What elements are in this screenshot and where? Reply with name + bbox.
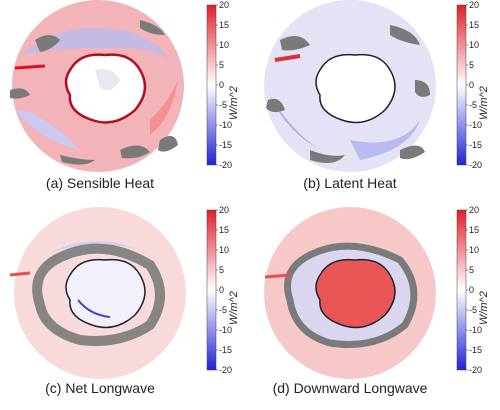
colorbar-tick-label: 5: [469, 265, 474, 275]
colorbar-tick-label: 15: [219, 225, 229, 235]
colorbar-tick-label: -10: [469, 120, 482, 130]
colorbar-tick-label: 0: [219, 285, 224, 295]
colorbar-a: 20 15 10 5 0 -5 -10 -15 -20: [206, 0, 232, 170]
colorbar-tick-label: 10: [219, 245, 229, 255]
caption-a: (a) Sensible Heat: [45, 175, 155, 191]
colorbar-tick-label: 10: [469, 40, 479, 50]
colorbar-tick-label: 10: [469, 245, 479, 255]
colorbar-tick-label: -15: [219, 345, 232, 355]
colorbar-tick-label: 5: [219, 60, 224, 70]
colorbar-tick-label: 5: [469, 60, 474, 70]
colorbar-tick-label: 20: [469, 0, 479, 10]
colorbar-tick-label: 15: [469, 225, 479, 235]
colorbar-tick-label: -10: [219, 325, 232, 335]
panel-net-longwave: (c) Net Longwave 20 15 10 5 0 -5 -10 -15 -20 W/m…: [0, 205, 250, 410]
panel-latent-heat: (b) Latent Heat 20 15 10 5 0 -5 -10 -15 -20 W/m^…: [250, 0, 500, 205]
colorbar-tick-label: 0: [469, 80, 474, 90]
colorbar-b: 20 15 10 5 0 -5 -10 -15 -20: [456, 0, 482, 170]
colorbar-tick-label: -15: [469, 140, 482, 150]
colorbar-tick-label: -15: [469, 345, 482, 355]
colorbar-tick-label: -20: [219, 160, 232, 170]
units-d: W/m^2: [478, 291, 490, 325]
colorbar-tick-label: 0: [469, 285, 474, 295]
colorbar-tick-label: 20: [219, 0, 229, 10]
colorbar-d: 20 15 10 5 0 -5 -10 -15 -20: [456, 205, 482, 375]
downward-longwave-map: [264, 207, 436, 379]
units-a: W/m^2: [228, 86, 240, 120]
units-c: W/m^2: [228, 291, 240, 325]
colorbar-tick-label: -10: [219, 120, 232, 130]
colorbar-tick-label: -5: [219, 305, 227, 315]
colorbar-tick-label: -15: [219, 140, 232, 150]
colorbar-tick-label: -20: [469, 365, 482, 375]
colorbar-tick-label: 15: [219, 20, 229, 30]
colorbar-tick-label: -5: [219, 100, 227, 110]
caption-b: (b) Latent Heat: [303, 175, 397, 191]
net-longwave-map: [9, 207, 186, 379]
units-b: W/m^2: [478, 86, 490, 120]
caption-d: (d) Downward Longwave: [272, 380, 428, 396]
colorbar-tick-label: -10: [469, 325, 482, 335]
colorbar-tick-label: -20: [469, 160, 482, 170]
colorbar-tick-label: 5: [219, 265, 224, 275]
panel-sensible-heat: (a) Sensible Heat 20 15 10 5 0 -5 -10 -15 -20 W/…: [0, 0, 250, 205]
colorbar-tick-label: 0: [219, 80, 224, 90]
colorbar-tick-label: -5: [469, 100, 477, 110]
colorbar-tick-label: 15: [469, 20, 479, 30]
panel-downward-longwave: (d) Downward Longwave 20 15 10 5 0 -5 -10 -15 -2…: [250, 205, 500, 410]
colorbar-c: 20 15 10 5 0 -5 -10 -15 -20: [206, 205, 232, 375]
colorbar-tick-label: -20: [219, 365, 232, 375]
latent-heat-map: [264, 0, 436, 172]
sensible-heat-map: [10, 0, 184, 172]
caption-c: (c) Net Longwave: [45, 380, 155, 396]
colorbar-tick-label: -5: [469, 305, 477, 315]
colorbar-tick-label: 20: [469, 205, 479, 215]
colorbar-tick-label: 10: [219, 40, 229, 50]
colorbar-tick-label: 20: [219, 205, 229, 215]
